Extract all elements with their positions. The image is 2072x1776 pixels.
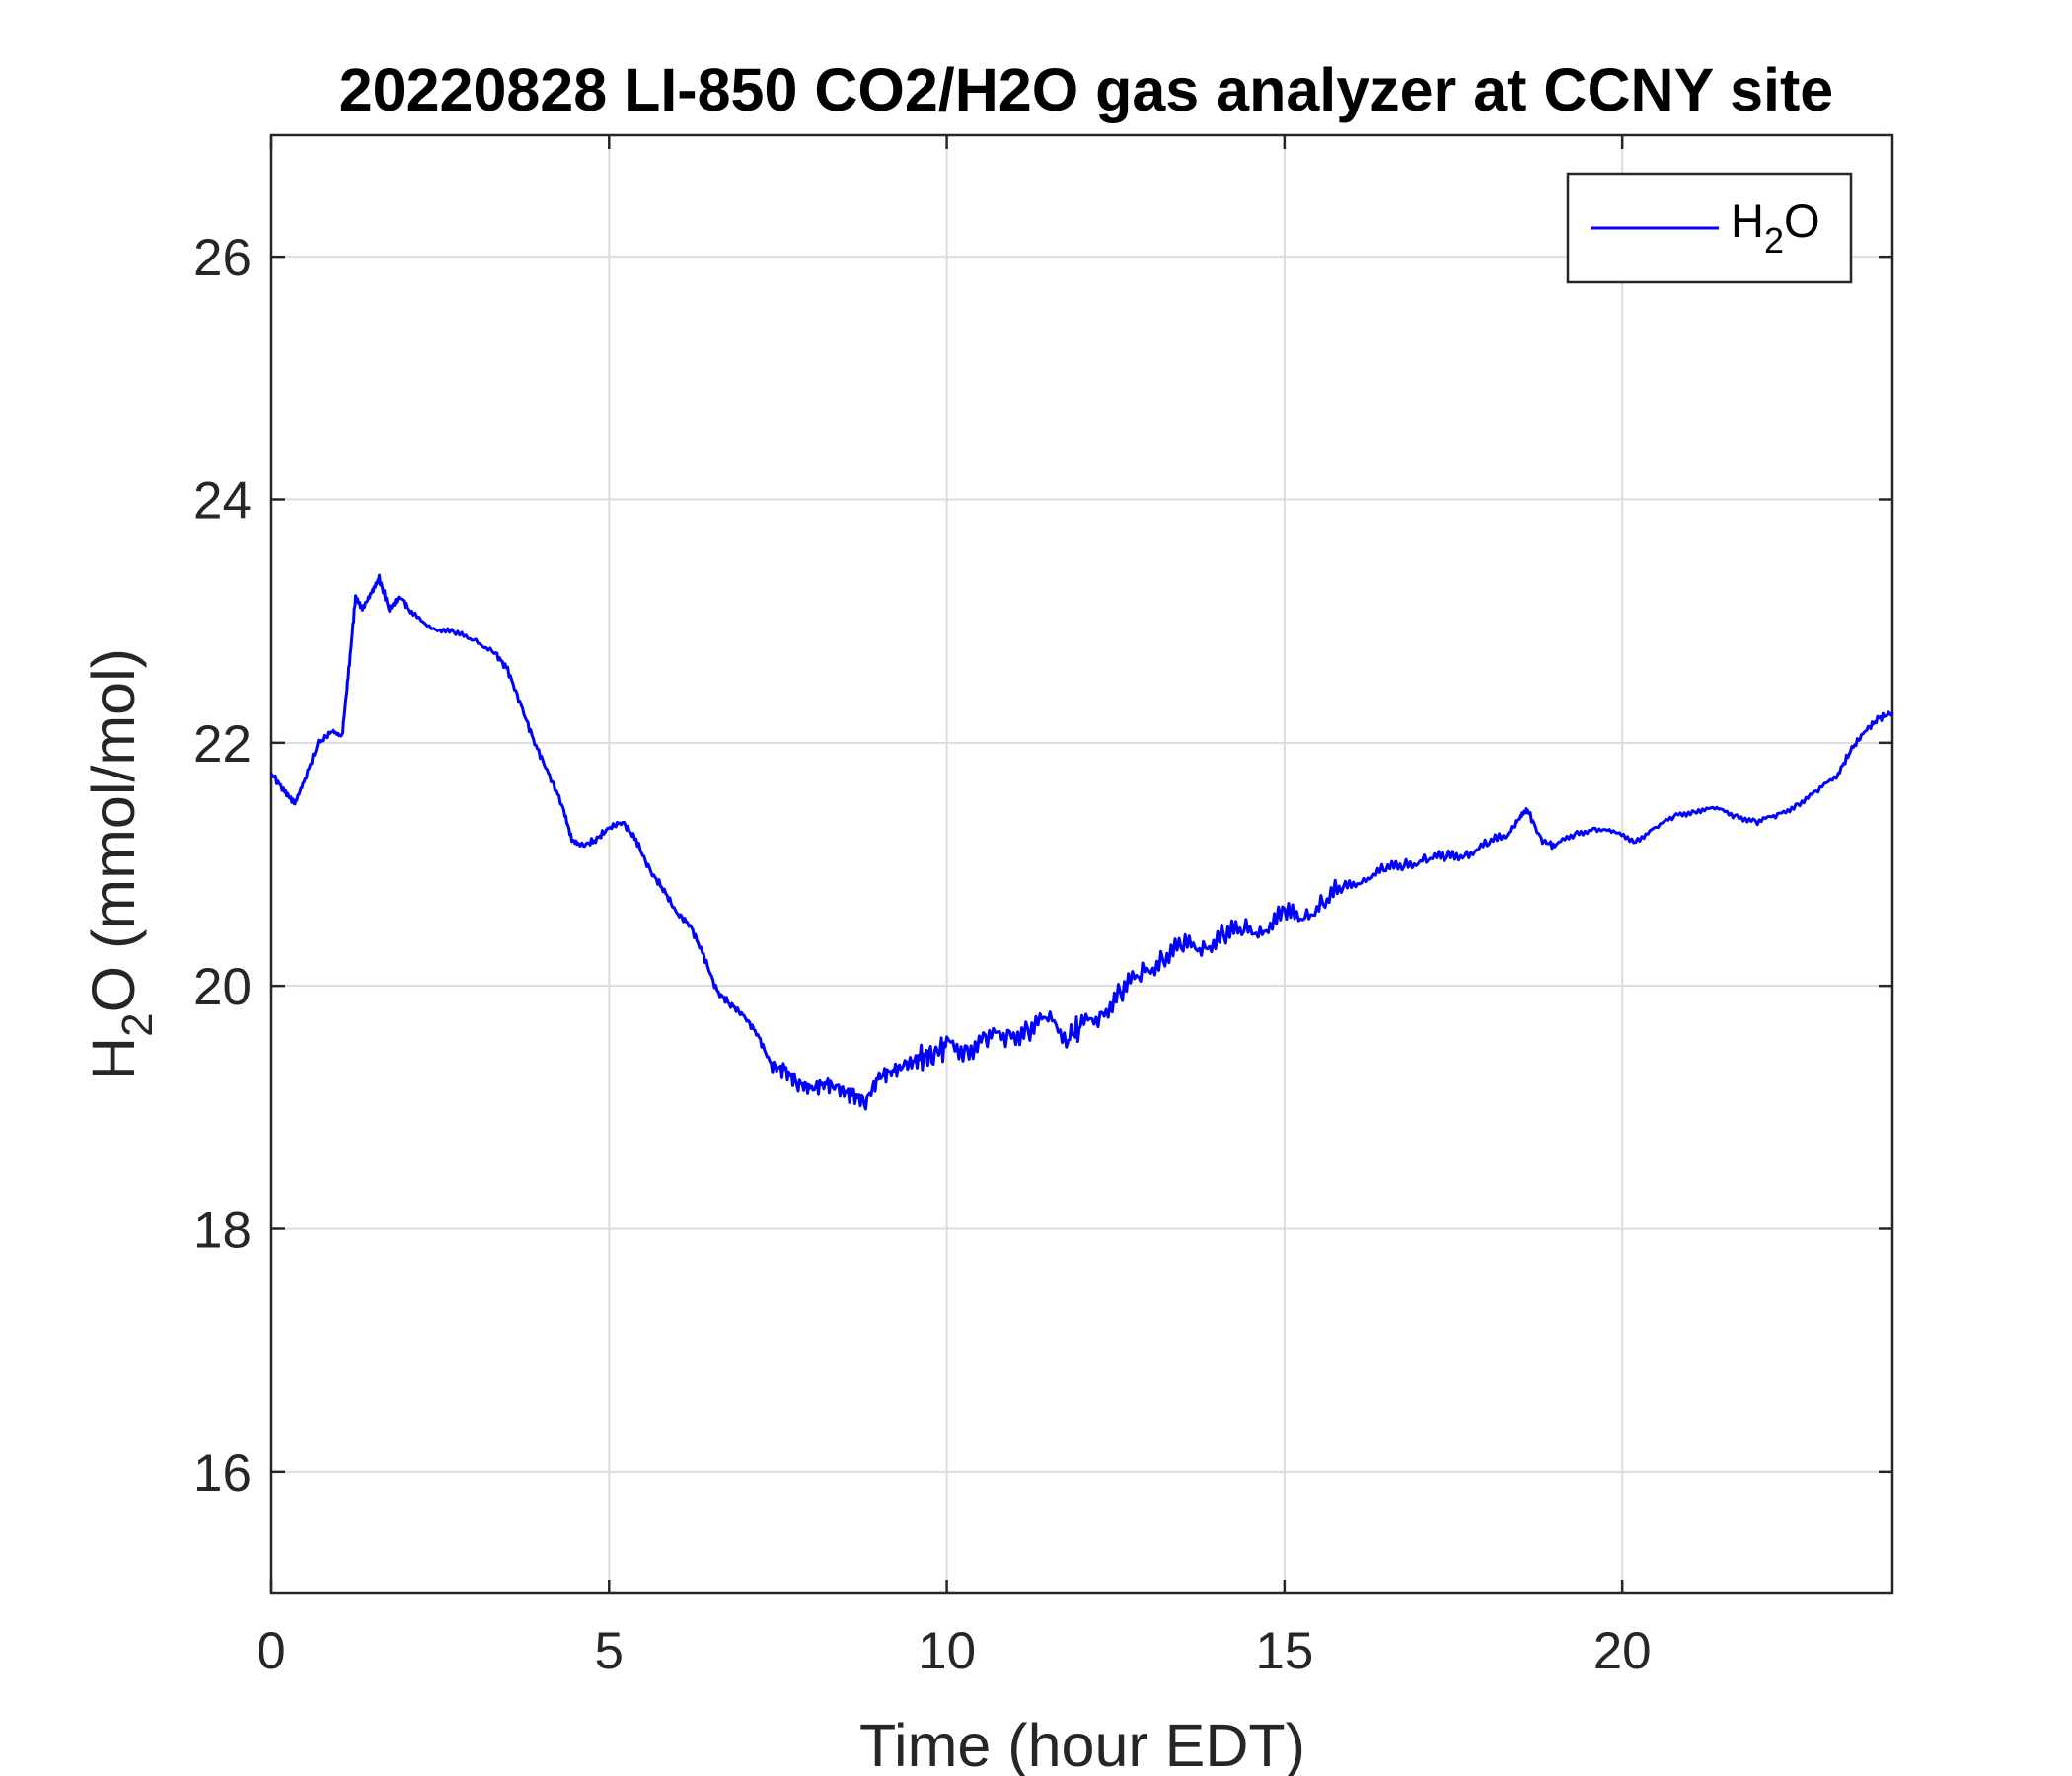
grid-lines [271, 135, 1892, 1593]
y-axis-label-subscript: 2 [113, 1012, 162, 1036]
y-tick-label: 26 [193, 229, 252, 287]
y-axis-tick-labels: 16 18 20 22 24 26 [193, 229, 252, 1503]
x-tick-label: 0 [257, 1622, 285, 1680]
y-tick-label: 24 [193, 473, 252, 531]
chart-title: 20220828 LI-850 CO2/H2O gas analyzer at … [339, 56, 1834, 123]
x-axis-tick-labels: 0 5 10 15 20 [257, 1622, 1651, 1680]
x-tick-label: 15 [1255, 1622, 1313, 1680]
y-axis-label-rest: O (mmol/mol) [80, 648, 147, 1012]
legend: H2O [1566, 172, 1853, 284]
x-tick-label: 10 [918, 1622, 976, 1680]
axis-ticks [269, 135, 1892, 1593]
y-tick-label: 22 [193, 715, 252, 774]
y-tick-label: 20 [193, 958, 252, 1016]
series-line-h2o [269, 573, 1894, 1111]
x-axis-label: Time (hour EDT) [859, 1712, 1305, 1776]
y-axis-label: H2O (mmol/mol) [80, 648, 162, 1080]
legend-label-h2o: H2O [1731, 194, 1820, 260]
x-tick-label: 20 [1593, 1622, 1652, 1680]
x-tick-label: 5 [595, 1622, 624, 1680]
y-axis-label-main: H [80, 1037, 147, 1080]
y-tick-label: 16 [193, 1444, 252, 1503]
plot-area-frame [269, 133, 1894, 1595]
y-tick-label: 18 [193, 1202, 252, 1260]
